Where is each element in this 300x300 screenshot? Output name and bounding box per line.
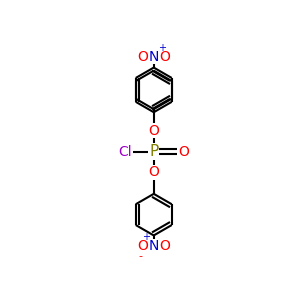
Text: O: O <box>148 124 159 138</box>
Text: +: + <box>158 43 166 53</box>
Text: O: O <box>137 239 148 253</box>
Text: O: O <box>159 239 170 253</box>
Text: O: O <box>137 50 148 64</box>
Text: N: N <box>148 50 159 64</box>
Text: O: O <box>178 145 189 158</box>
Text: O: O <box>159 50 170 64</box>
Text: O: O <box>148 165 159 179</box>
Text: -: - <box>139 251 143 261</box>
Text: N: N <box>148 239 159 253</box>
Text: +: + <box>142 232 150 242</box>
Text: P: P <box>149 144 158 159</box>
Text: Cl: Cl <box>118 145 132 158</box>
